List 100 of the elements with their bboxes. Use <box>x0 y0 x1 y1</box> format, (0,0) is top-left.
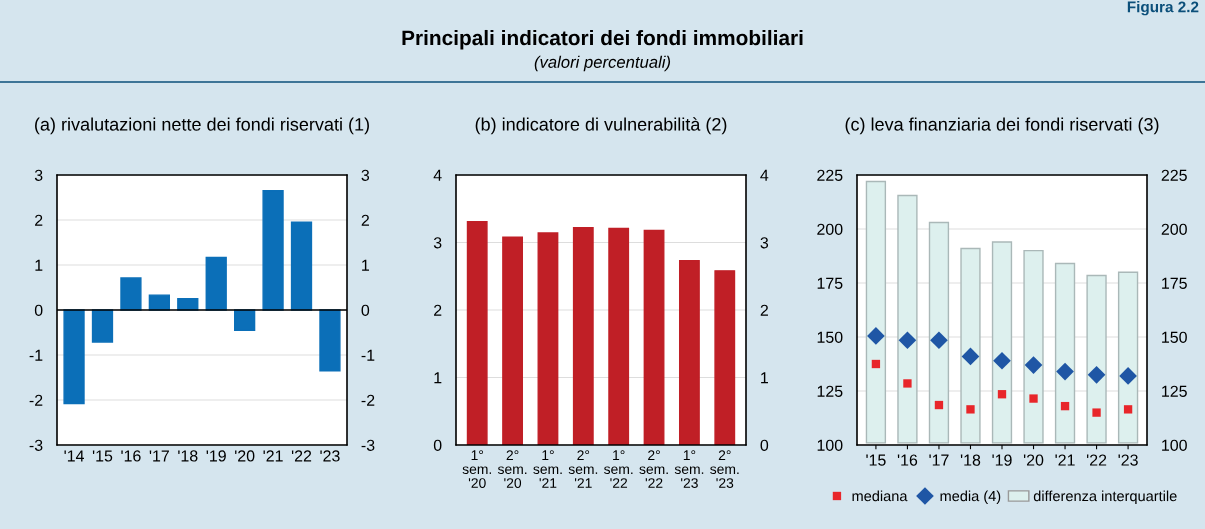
y-tick-label: 2 <box>434 304 442 316</box>
x-tick-label: '18 <box>960 454 981 466</box>
bar <box>1054 262 1076 444</box>
point <box>934 400 944 410</box>
point <box>1123 405 1133 414</box>
x-tick-label: '15 <box>866 454 886 466</box>
text: (valori percentuali) <box>534 55 671 72</box>
point <box>993 351 1011 370</box>
y-tick-label: 4 <box>433 169 442 181</box>
y-tick-label: -3 <box>29 439 43 451</box>
x-tick-label: 2° sem. '22 <box>639 450 668 488</box>
x-tick-label: 1° sem. '23 <box>674 450 704 488</box>
point <box>1060 401 1070 411</box>
x-tick-label: '23 <box>320 450 340 462</box>
y-tick-label: 3 <box>34 169 43 181</box>
x-tick-label: '17 <box>929 454 949 466</box>
legend-label: media (4) <box>940 490 1001 505</box>
point <box>1056 362 1074 381</box>
bar <box>319 309 341 372</box>
y2-tick-label: 200 <box>1161 223 1187 235</box>
y2-tick-label: -3 <box>361 439 375 451</box>
bar <box>290 221 313 311</box>
bar <box>960 247 981 444</box>
text: Principali indicatori dei fondi immobiliari <box>402 29 803 50</box>
legend-label: differenza interquartile <box>1033 490 1177 505</box>
bar <box>897 194 918 444</box>
bar <box>63 309 85 405</box>
bar <box>234 309 256 331</box>
y-tick-label: 0 <box>34 304 43 316</box>
y-tick-label: 125 <box>817 385 843 397</box>
y2-tick-label: 0 <box>361 304 370 316</box>
y2-tick-label: 3 <box>760 237 769 249</box>
y2-tick-label: 175 <box>1162 277 1187 289</box>
y2-tick-label: 1 <box>761 372 768 384</box>
x-tick-label: 2° sem. '21 <box>568 450 598 488</box>
y2-tick-label: -2 <box>361 394 375 406</box>
y-tick-label: 225 <box>817 169 843 181</box>
bar <box>1086 274 1107 444</box>
bar <box>91 309 114 343</box>
x-tick-label: '19 <box>206 450 226 462</box>
x-tick-label: 1° sem. '20 <box>462 450 491 488</box>
x-tick-label: '21 <box>1055 454 1075 466</box>
point <box>1092 408 1101 417</box>
point <box>930 331 948 350</box>
chart-title: (b) indicatore di vulnerabilità (2) <box>475 117 727 135</box>
bar <box>120 277 142 311</box>
point <box>903 379 912 388</box>
x-tick-label: '20 <box>235 450 255 462</box>
bar <box>205 256 227 311</box>
y2-tick-label: 100 <box>1162 439 1187 451</box>
bar <box>1023 249 1044 444</box>
y-tick-label: 175 <box>817 277 843 289</box>
bar <box>1117 271 1139 444</box>
x-tick-label: '23 <box>1118 454 1138 466</box>
y-tick-label: 150 <box>817 331 843 343</box>
point <box>1029 394 1038 403</box>
y-tick-label: 0 <box>433 439 442 451</box>
point <box>961 347 980 366</box>
y-tick-label: 200 <box>817 223 843 235</box>
x-tick-label: '18 <box>178 450 198 462</box>
point <box>867 327 885 345</box>
bar <box>262 190 284 311</box>
y2-tick-label: 2 <box>760 304 768 316</box>
bar <box>865 180 887 444</box>
y2-tick-label: -1 <box>361 349 375 361</box>
point <box>966 405 975 414</box>
x-tick-label: '21 <box>263 450 283 462</box>
x-tick-label: 2° sem. '23 <box>710 450 739 488</box>
y-tick-label: -2 <box>29 394 43 406</box>
y2-tick-label: 150 <box>1162 331 1187 343</box>
x-tick-label: '15 <box>92 450 113 462</box>
y2-tick-label: 1 <box>362 259 369 271</box>
x-tick-label: '17 <box>149 450 169 462</box>
y2-tick-label: 125 <box>1162 385 1187 397</box>
x-tick-label: '22 <box>1086 454 1107 466</box>
bar <box>928 221 950 444</box>
y2-tick-label: 0 <box>760 439 769 451</box>
point <box>1087 365 1106 384</box>
x-tick-label: '20 <box>1023 454 1044 466</box>
bar <box>148 294 170 311</box>
x-tick-label: 1° sem. '21 <box>533 450 562 488</box>
point <box>871 359 881 369</box>
x-tick-label: '19 <box>992 454 1012 466</box>
y-tick-label: 1 <box>35 259 43 271</box>
point <box>1119 367 1137 385</box>
y2-tick-label: 225 <box>1161 169 1187 181</box>
y2-tick-label: 3 <box>361 169 370 181</box>
x-tick-label: 2° sem. '20 <box>497 450 527 488</box>
chart-title: (c) leva finanziaria dei fondi riservati (3) <box>845 117 1159 135</box>
x-tick-label: 1° sem. '22 <box>604 450 633 488</box>
y-tick-label: 3 <box>433 237 442 249</box>
y-tick-label: 100 <box>817 439 843 451</box>
bar <box>991 241 1013 444</box>
point <box>997 390 1007 399</box>
y-tick-label: 2 <box>35 214 43 226</box>
y2-tick-label: 2 <box>361 214 369 226</box>
chart-title: (a) rivalutazioni nette dei fondi riservati (1) <box>35 117 369 135</box>
x-tick-label: '16 <box>897 454 918 466</box>
y-tick-label: 1 <box>434 372 442 384</box>
point <box>1024 356 1043 374</box>
